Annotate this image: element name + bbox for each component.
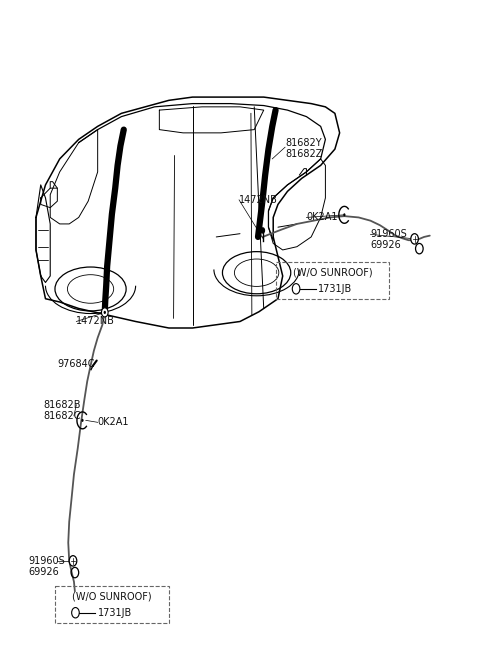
Text: 1731JB: 1731JB [98,607,132,618]
Text: 69926: 69926 [371,240,401,251]
Text: (W/O SUNROOF): (W/O SUNROOF) [72,591,152,601]
Circle shape [411,234,419,244]
Text: 97684C: 97684C [57,359,95,369]
Circle shape [343,213,346,216]
Text: 81682Z: 81682Z [285,150,323,159]
Text: 1731JB: 1731JB [318,284,353,294]
Text: 91960S: 91960S [29,556,66,566]
Text: 81682C: 81682C [43,411,81,420]
Text: 69926: 69926 [29,567,60,577]
Circle shape [69,556,77,566]
Text: 0K2A1: 0K2A1 [306,213,338,222]
Text: (W/O SUNROOF): (W/O SUNROOF) [293,267,372,277]
Text: 0K2A1: 0K2A1 [97,417,129,427]
Bar [55,586,169,623]
Circle shape [104,311,106,314]
Text: 1472NB: 1472NB [76,316,115,327]
Text: 91960S: 91960S [371,230,407,239]
Circle shape [82,419,84,422]
Text: 81682B: 81682B [43,400,81,410]
Circle shape [261,227,265,234]
Text: 81682Y: 81682Y [285,138,322,148]
Circle shape [101,308,108,317]
Bar [276,262,389,299]
Text: 1472NB: 1472NB [239,195,278,205]
